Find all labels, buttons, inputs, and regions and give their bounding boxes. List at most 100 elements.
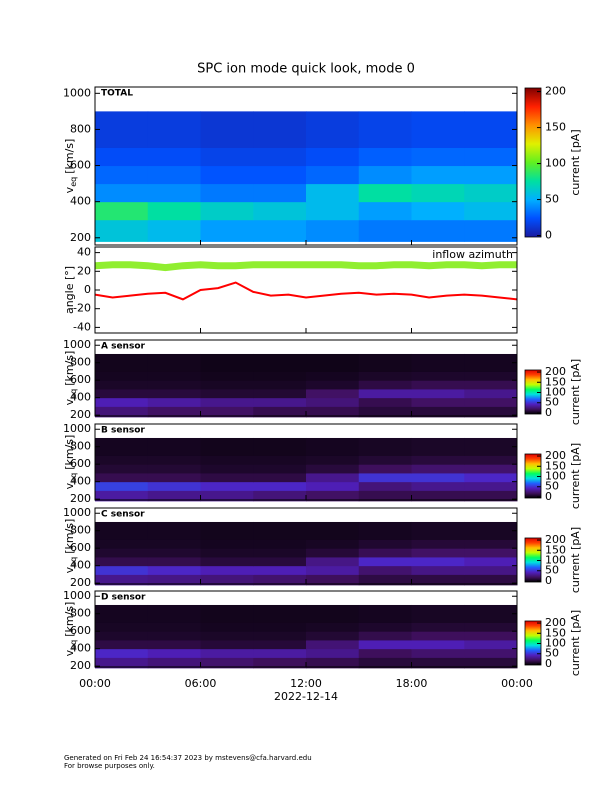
y-label-sub: eq: [69, 177, 78, 187]
heatmap-cell: [306, 631, 360, 641]
colorbar-tick-label: 200: [545, 449, 566, 462]
heatmap-cell: [253, 353, 307, 372]
heatmap-cell: [95, 147, 149, 167]
heatmap-cell: [464, 111, 518, 148]
heatmap-cell: [358, 147, 412, 167]
heatmap-cell: [464, 548, 518, 558]
heatmap-cell: [253, 481, 307, 491]
colorbar-tick-label: 150: [545, 121, 566, 134]
series-label: inflow azimuth: [432, 248, 513, 261]
colorbar-label: current [pA]: [569, 359, 582, 425]
y-tick-label: 0: [84, 283, 91, 296]
panel-label: A sensor: [101, 342, 146, 352]
heatmap-cell: [147, 464, 201, 474]
heatmap-cell: [95, 565, 149, 575]
y-tick-label: 1000: [63, 422, 91, 435]
heatmap-cell: [464, 657, 518, 669]
heatmap-cell: [95, 371, 149, 381]
y-label-sub: eq: [69, 557, 78, 567]
heatmap-cell: [147, 548, 201, 558]
heatmap-cell: [306, 165, 360, 185]
heatmap-cell: [147, 574, 201, 586]
y-tick-label: 800: [70, 524, 91, 537]
heatmap-cell: [200, 490, 254, 502]
y-tick-label: 800: [70, 607, 91, 620]
heatmap-cell: [411, 521, 465, 540]
heatmap-cell: [411, 472, 465, 483]
heatmap-cell: [253, 548, 307, 558]
y-axis-label: veq [km/s]: [63, 351, 78, 406]
heatmap-cell: [95, 490, 149, 502]
y-label-sub: eq: [69, 640, 78, 650]
chart-title: SPC ion mode quick look, mode 0: [197, 62, 415, 77]
heatmap-cell: [464, 565, 518, 575]
footer-line: Generated on Fri Feb 24 16:54:37 2023 by…: [64, 754, 312, 762]
y-tick-label: 400: [70, 559, 91, 572]
heatmap-cell: [464, 556, 518, 567]
heatmap-cell: [358, 406, 412, 418]
colorbar: [524, 369, 542, 415]
heatmap-cell: [200, 406, 254, 418]
heatmap-cell: [200, 648, 254, 658]
heatmap-cell: [358, 574, 412, 586]
heatmap-cell: [147, 406, 201, 418]
colorbar-tick-label: 100: [545, 386, 566, 399]
y-label-main: v: [63, 398, 76, 405]
colorbar-tick-label: 150: [545, 459, 566, 472]
y-tick-label: 40: [77, 246, 91, 259]
heatmap-cell: [95, 353, 149, 372]
heatmap-cell: [200, 472, 254, 483]
heatmap-cell: [306, 472, 360, 483]
y-tick-label: 20: [77, 264, 91, 277]
heatmap-cell: [253, 604, 307, 623]
heatmap-cell: [147, 219, 201, 242]
heatmap-cell: [306, 622, 360, 632]
heatmap-cell: [464, 539, 518, 549]
x-tick-label: 00:00: [501, 677, 533, 690]
heatmap-cell: [200, 539, 254, 549]
y-label-unit: [km/s]: [63, 139, 76, 174]
y-tick-label: 400: [70, 642, 91, 655]
heatmap-cell: [358, 165, 412, 185]
heatmap-cell: [464, 521, 518, 540]
heatmap-cell: [95, 472, 149, 483]
heatmap-cell: [306, 657, 360, 669]
colorbar-tick-label: 50: [545, 396, 559, 409]
heatmap-cell: [464, 481, 518, 491]
colorbar-label: current [pA]: [569, 610, 582, 676]
heatmap-cell: [358, 111, 412, 148]
heatmap-cell: [200, 388, 254, 399]
heatmap-cell: [464, 472, 518, 483]
heatmap-cell: [95, 455, 149, 465]
heatmap-cell: [411, 565, 465, 575]
heatmap-cell: [95, 548, 149, 558]
heatmap-cell: [253, 622, 307, 632]
heatmap-cell: [358, 657, 412, 669]
colorbar: [524, 87, 542, 238]
colorbar-label: current [pA]: [569, 527, 582, 593]
y-tick-label: 800: [70, 356, 91, 369]
heatmap-cell: [95, 648, 149, 658]
heatmap-cell: [411, 380, 465, 390]
heatmap-cell: [464, 648, 518, 658]
x-tick-label: 12:00: [290, 677, 322, 690]
colorbar-tick-label: 0: [545, 574, 552, 587]
heatmap-cell: [147, 521, 201, 540]
heatmap-cell: [95, 574, 149, 586]
heatmap-cell: [411, 353, 465, 372]
y-label-sub: eq: [69, 473, 78, 483]
heatmap-cell: [147, 490, 201, 502]
heatmap-cell: [95, 631, 149, 641]
heatmap-cell: [411, 371, 465, 381]
heatmap-cell: [358, 183, 412, 203]
heatmap-cell: [358, 639, 412, 650]
heatmap-cell: [147, 604, 201, 623]
heatmap-cell: [411, 648, 465, 658]
heatmap-cell: [95, 539, 149, 549]
heatmap-cell: [358, 548, 412, 558]
heatmap-cell: [464, 380, 518, 390]
y-axis-label: veq [km/s]: [63, 139, 78, 194]
heatmap-cell: [411, 481, 465, 491]
y-axis-label: veq [km/s]: [63, 602, 78, 657]
y-label-sub: eq: [69, 389, 78, 399]
